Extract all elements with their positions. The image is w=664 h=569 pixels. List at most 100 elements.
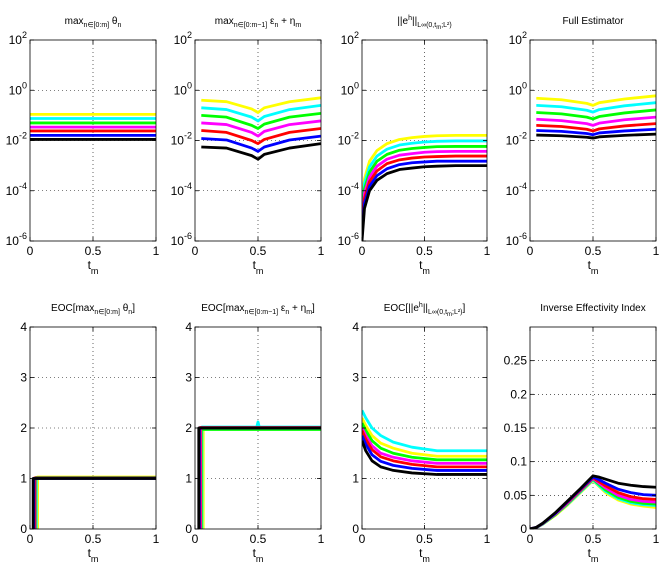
x-tick-label: 0.5: [250, 244, 267, 258]
series-line-level-5: [536, 122, 656, 133]
grid: [362, 327, 487, 529]
subplot-eoc-max-theta: 0 0.5 1 0 1 2 3 4 tm EOC[maxn∈[0:m] θn]: [20, 303, 159, 564]
x-tick-label: 0: [359, 244, 366, 258]
y-tick-label: 102: [341, 30, 359, 47]
series-line-level-6: [201, 134, 321, 153]
x-tick-label: 0.5: [585, 532, 602, 546]
y-tick-label: 10-4: [171, 181, 192, 198]
x-tick-label: 0: [527, 244, 534, 258]
series-line-level-4: [536, 115, 656, 127]
series-line-level-5: [362, 429, 487, 469]
tick-marks: [361, 326, 488, 530]
x-tick-label: 0.5: [416, 532, 433, 546]
y-tick-label: 2: [185, 421, 192, 435]
series-line-level-1: [362, 133, 487, 209]
subplot-inverse-effectivity-index: 0 0.5 1 0 0.05 0.1 0.15 0.2 0.25 tm Inverse Effect…: [504, 303, 660, 564]
x-axis-label: tm: [88, 546, 99, 564]
y-tick-label: 10-2: [6, 131, 27, 148]
x-tick-label: 0: [359, 532, 366, 546]
grid: [530, 327, 656, 529]
x-tick-label: 1: [653, 532, 660, 546]
series-group: [362, 133, 487, 241]
series-group: [362, 409, 487, 476]
y-tick-label: 100: [9, 80, 27, 97]
chart-title: EOC[||eh||L∞(0,tm;L²)]: [384, 302, 466, 318]
y-tick-label: 3: [352, 371, 359, 385]
series-line-level-4: [201, 119, 321, 138]
x-tick-label: 0: [527, 532, 534, 546]
y-tick-label: 0: [520, 522, 527, 536]
y-tick-label: 0.05: [504, 488, 528, 502]
y-tick-label: 4: [20, 320, 27, 334]
x-tick-label: 1: [153, 244, 160, 258]
y-tick-label: 10-6: [6, 231, 27, 248]
grid: [530, 40, 656, 241]
series-line-level-7: [362, 164, 487, 241]
subplot-eoc-max-epsilon-eta: 0 0.5 1 0 1 2 3 4 tm EOC[maxn∈[0:m−1] εn + ηm]: [185, 303, 324, 564]
x-axis-label: tm: [588, 546, 599, 564]
chart-title: EOC[maxn∈[0:m] θn]: [51, 303, 135, 316]
series-group: [536, 94, 656, 140]
y-tick-label: 10-6: [171, 231, 192, 248]
series-line-level-4: [362, 427, 487, 465]
series-line-level-7: [201, 142, 321, 161]
tick-marks: [529, 327, 657, 530]
y-tick-label: 3: [185, 371, 192, 385]
y-tick-label: 0.2: [510, 387, 527, 401]
y-tick-label: 0.15: [504, 421, 528, 435]
series-line-level-7: [536, 132, 656, 140]
y-tick-label: 4: [185, 320, 192, 334]
x-tick-label: 0.5: [85, 244, 102, 258]
chart-title: maxn∈[0:m] θn: [65, 16, 122, 29]
y-tick-label: 10-2: [338, 131, 359, 148]
y-tick-label: 10-6: [506, 231, 527, 248]
x-axis-label: tm: [419, 258, 430, 276]
tick-marks: [194, 326, 322, 530]
y-tick-label: 100: [341, 80, 359, 97]
y-tick-label: 102: [509, 30, 527, 47]
x-axis-label: tm: [88, 258, 99, 276]
series-line-level-3: [201, 111, 321, 130]
x-tick-label: 1: [484, 532, 491, 546]
y-tick-label: 3: [20, 371, 27, 385]
series-line-level-7: [362, 440, 487, 476]
x-axis-label: tm: [253, 546, 264, 564]
y-tick-label: 10-6: [338, 231, 359, 248]
y-tick-label: 0: [20, 522, 27, 536]
x-tick-label: 0.5: [85, 532, 102, 546]
y-tick-label: 4: [352, 320, 359, 334]
tick-marks: [361, 39, 488, 242]
y-tick-label: 0.25: [504, 354, 528, 368]
subplot-max-theta: 0 0.5 1 10-6 10-4 10-2 100 102 tm maxn∈[0:m] θn: [6, 16, 160, 276]
series-line-level-5: [201, 127, 321, 146]
y-tick-label: 2: [20, 421, 27, 435]
x-tick-label: 0: [27, 532, 34, 546]
x-axis-label: tm: [253, 258, 264, 276]
y-tick-label: 10-2: [171, 131, 192, 148]
x-tick-label: 1: [153, 532, 160, 546]
x-tick-label: 0: [27, 244, 34, 258]
x-tick-label: 1: [318, 532, 325, 546]
series-line-level-3: [362, 422, 487, 462]
y-tick-label: 10-4: [506, 181, 527, 198]
series-line-level-1: [536, 94, 656, 107]
x-tick-label: 0.5: [585, 244, 602, 258]
series-group: [30, 112, 156, 141]
y-tick-label: 10-2: [506, 131, 527, 148]
tick-marks: [29, 326, 157, 530]
y-tick-label: 100: [174, 80, 192, 97]
y-tick-label: 2: [352, 421, 359, 435]
series-line-level-3: [362, 145, 487, 220]
x-tick-label: 0.5: [250, 532, 267, 546]
chart-title: maxn∈[0:m−1] εn + ηm: [215, 16, 302, 29]
y-tick-label: 10-4: [6, 181, 27, 198]
x-tick-label: 0: [192, 244, 199, 258]
x-tick-label: 1: [484, 244, 491, 258]
x-tick-label: 1: [653, 244, 660, 258]
tick-marks: [529, 39, 657, 242]
y-tick-label: 0: [352, 522, 359, 536]
subplot-eoc-error-norm: 0 0.5 1 0 1 2 3 4 tm EOC[||eh||L∞(0,tm;L²)]: [352, 302, 490, 564]
series-line-level-1: [201, 96, 321, 114]
subplot-max-epsilon-eta: 0 0.5 1 10-6 10-4 10-2 100 102 tm maxn∈[0:m−1] εn…: [171, 16, 325, 276]
